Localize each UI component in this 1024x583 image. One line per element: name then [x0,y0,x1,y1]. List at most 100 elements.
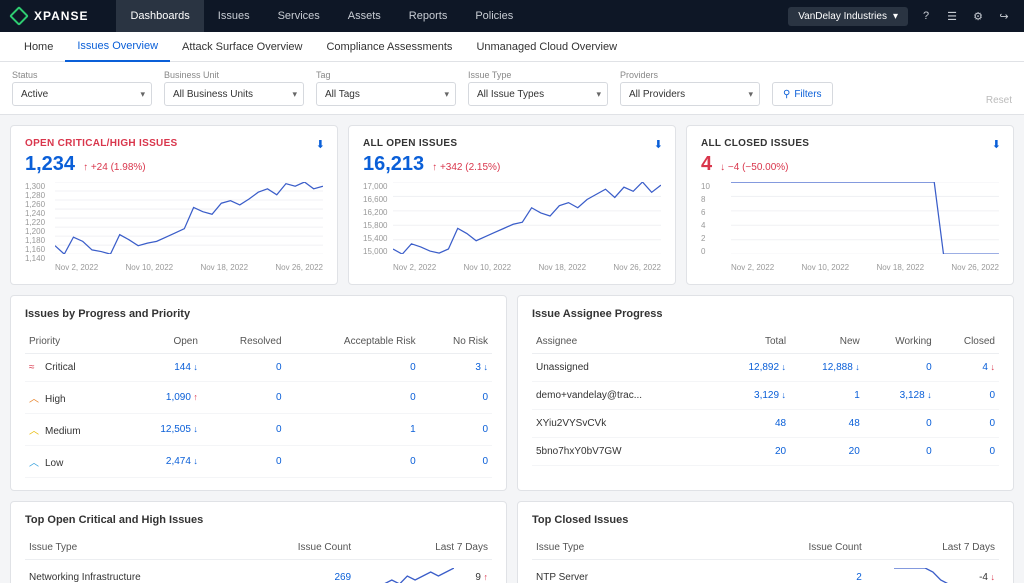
nav-item-dashboards[interactable]: Dashboards [116,0,203,32]
cell-acceptable[interactable]: 0 [286,354,420,382]
cell-closed[interactable]: 0 [936,410,999,438]
mini-sparkline [384,568,454,583]
panel-top-open: Top Open Critical and High Issues Issue … [10,501,507,583]
help-icon[interactable]: ? [918,8,934,24]
kpi-card: ⬇ OPEN CRITICAL/HIGH ISSUES 1,234 ↑ +24 … [10,125,338,285]
providers-select[interactable]: All Providers [620,82,760,106]
subnav-item[interactable]: Unmanaged Cloud Overview [464,32,629,62]
nav-item-assets[interactable]: Assets [334,0,395,32]
cell-new[interactable]: 48 [790,410,864,438]
filter-label-issue-type: Issue Type [468,70,608,80]
cell-working[interactable]: 0 [864,410,936,438]
cell-open[interactable]: 1,090 [125,382,202,414]
sliders-icon: ⚲ [783,89,790,100]
col-header: Open [125,330,202,354]
table-row[interactable]: ≈Critical 144 0 0 3 [25,354,492,382]
x-axis-labels: Nov 2, 2022Nov 10, 2022Nov 18, 2022Nov 2… [731,263,999,272]
cell-total[interactable]: 3,129 [716,382,790,410]
filters-button[interactable]: ⚲ Filters [772,82,833,106]
cell-acceptable[interactable]: 1 [286,414,420,446]
cell-working[interactable]: 0 [864,354,936,382]
table-progress-priority: PriorityOpenResolvedAcceptable RiskNo Ri… [25,330,492,478]
cell-resolved[interactable]: 0 [202,382,286,414]
cell-resolved[interactable]: 0 [202,414,286,446]
sub-nav: HomeIssues OverviewAttack Surface Overvi… [0,32,1024,62]
nav-item-reports[interactable]: Reports [395,0,462,32]
cell-closed[interactable]: 0 [936,438,999,466]
col-header: Issue Count [274,536,355,560]
cell-closed[interactable]: 0 [936,382,999,410]
logout-icon[interactable]: ↪ [996,8,1012,24]
subnav-item[interactable]: Compliance Assessments [314,32,464,62]
cell-norisk[interactable]: 3 [420,354,492,382]
cell-total[interactable]: 20 [716,438,790,466]
x-axis-labels: Nov 2, 2022Nov 10, 2022Nov 18, 2022Nov 2… [393,263,661,272]
cell-open[interactable]: 144 [125,354,202,382]
table-row[interactable]: ︿Medium 12,505 0 1 0 [25,414,492,446]
settings-icon[interactable]: ⚙ [970,8,986,24]
cell-resolved[interactable]: 0 [202,446,286,478]
table-top-closed: Issue TypeIssue CountLast 7 Days NTP Ser… [532,536,999,583]
table-top-open: Issue TypeIssue CountLast 7 Days Network… [25,536,492,583]
cell-working[interactable]: 3,128 [864,382,936,410]
cell-acceptable[interactable]: 0 [286,382,420,414]
col-header: Resolved [202,330,286,354]
table-row[interactable]: XYiu2VYSvCVk 48 48 0 0 [532,410,999,438]
priority-icon: ︿ [29,390,41,405]
priority-icon: ︿ [29,422,41,437]
cell-open[interactable]: 2,474 [125,446,202,478]
cell-trend: 9 [458,560,492,583]
kpi-title: OPEN CRITICAL/HIGH ISSUES [25,138,323,149]
status-select[interactable]: Active [12,82,152,106]
cell-norisk[interactable]: 0 [420,382,492,414]
table-row[interactable]: Networking Infrastructure 269 9 [25,560,492,583]
cell-working[interactable]: 0 [864,438,936,466]
cell-norisk[interactable]: 0 [420,414,492,446]
cell-resolved[interactable]: 0 [202,354,286,382]
cell-count[interactable]: 269 [274,560,355,583]
nav-item-issues[interactable]: Issues [204,0,264,32]
nav-item-services[interactable]: Services [264,0,334,32]
table-row[interactable]: ︿Low 2,474 0 0 0 [25,446,492,478]
subnav-item[interactable]: Home [12,32,65,62]
nav-item-policies[interactable]: Policies [461,0,527,32]
cell-new[interactable]: 1 [790,382,864,410]
kpi-delta: ↓ −4 (−50.00%) [720,162,788,173]
cell-closed[interactable]: 4 [936,354,999,382]
filter-label-bu: Business Unit [164,70,304,80]
business-unit-select[interactable]: All Business Units [164,82,304,106]
col-header: Last 7 Days [355,536,492,560]
notes-icon[interactable]: ☰ [944,8,960,24]
cell-acceptable[interactable]: 0 [286,446,420,478]
cell-new[interactable]: 12,888 [790,354,864,382]
cell-new[interactable]: 20 [790,438,864,466]
priority-icon: ︿ [29,454,41,469]
table-row[interactable]: Unassigned 12,892 12,888 0 4 [532,354,999,382]
download-icon[interactable]: ⬇ [992,138,1001,151]
download-icon[interactable]: ⬇ [654,138,663,151]
reset-link[interactable]: Reset [986,95,1012,106]
panel-title: Top Closed Issues [532,514,999,526]
table-row[interactable]: demo+vandelay@trac... 3,129 1 3,128 0 [532,382,999,410]
top-nav: XPANSE DashboardsIssuesServicesAssetsRep… [0,0,1024,32]
subnav-item[interactable]: Issues Overview [65,32,170,62]
issue-type-select[interactable]: All Issue Types [468,82,608,106]
cell-total[interactable]: 12,892 [716,354,790,382]
subnav-item[interactable]: Attack Surface Overview [170,32,314,62]
cell-open[interactable]: 12,505 [125,414,202,446]
brand-text: XPANSE [34,9,88,23]
tag-select[interactable]: All Tags [316,82,456,106]
cell-total[interactable]: 48 [716,410,790,438]
panel-top-closed: Top Closed Issues Issue TypeIssue CountL… [517,501,1014,583]
kpi-row: ⬇ OPEN CRITICAL/HIGH ISSUES 1,234 ↑ +24 … [10,125,1014,285]
col-header: Acceptable Risk [286,330,420,354]
table-row[interactable]: NTP Server 2 -4 [532,560,999,583]
org-selector[interactable]: VanDelay Industries ▾ [788,7,908,26]
y-axis-labels: 1086420 [701,182,710,256]
col-header: Total [716,330,790,354]
table-row[interactable]: 5bno7hxY0bV7GW 20 20 0 0 [532,438,999,466]
cell-count[interactable]: 2 [786,560,866,583]
cell-norisk[interactable]: 0 [420,446,492,478]
table-row[interactable]: ︿High 1,090 0 0 0 [25,382,492,414]
download-icon[interactable]: ⬇ [316,138,325,151]
